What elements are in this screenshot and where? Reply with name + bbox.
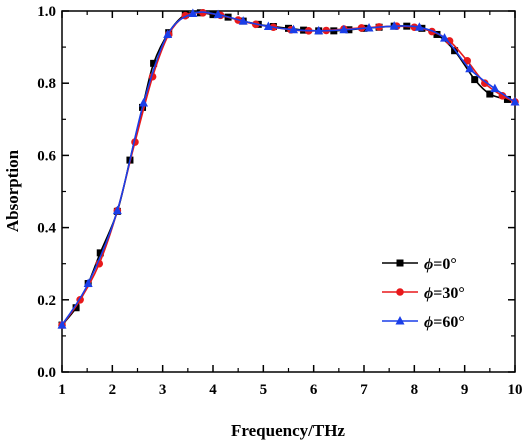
data-point <box>440 33 450 42</box>
x-tick-label: 4 <box>209 382 217 398</box>
legend: ϕ=0°ϕ=30°ϕ=60° <box>382 256 465 331</box>
data-point <box>83 278 93 288</box>
legend-marker <box>396 259 404 267</box>
legend-symbol: ϕ <box>424 256 433 273</box>
data-point <box>139 98 149 107</box>
legend-item: ϕ=60° <box>382 314 465 331</box>
axes-layer: 1 2 3 4 5 6 7 8 9 10 0.0 0.2 0.4 0.6 0.8 1.0 <box>37 4 522 398</box>
x-tick-label: 8 <box>411 382 419 398</box>
data-point <box>188 8 198 18</box>
data-point <box>213 9 223 19</box>
data-point <box>465 63 475 73</box>
y-tick-label: 0.4 <box>37 221 56 237</box>
legend-marker <box>395 316 405 325</box>
legend-symbol: ϕ <box>424 285 433 302</box>
legend-label: ϕ=60° <box>424 314 465 331</box>
legend-symbol: ϕ <box>424 314 433 331</box>
legend-marker <box>396 288 404 296</box>
series-layer <box>57 8 520 329</box>
data-point <box>163 29 173 38</box>
x-tick-label: 7 <box>360 382 368 398</box>
data-point <box>150 59 158 67</box>
series-line <box>61 11 516 326</box>
series-line <box>61 11 516 326</box>
y-tick-label: 1.0 <box>37 4 56 20</box>
x-tick-label: 10 <box>508 382 523 398</box>
data-point <box>314 25 324 35</box>
data-point <box>490 83 500 93</box>
data-point <box>238 16 248 25</box>
data-point <box>57 320 67 329</box>
legend-item: ϕ=30° <box>382 285 465 302</box>
y-tick-label: 0.8 <box>37 76 56 92</box>
x-tick-label: 5 <box>260 382 268 398</box>
data-point <box>481 79 489 87</box>
legend-value: =60° <box>433 314 465 331</box>
x-axis-title: Frequency/THz <box>231 421 345 440</box>
x-tick-label: 3 <box>159 382 167 398</box>
legend-value: =30° <box>433 285 465 302</box>
data-point <box>414 22 424 31</box>
data-point <box>498 92 507 100</box>
x-tick-label: 1 <box>58 382 66 398</box>
data-point <box>339 24 349 34</box>
y-tick-label: 0.2 <box>37 293 56 309</box>
data-point <box>112 205 122 215</box>
data-point <box>364 22 374 32</box>
data-point <box>289 24 299 34</box>
x-tick-label: 9 <box>461 382 469 398</box>
legend-value: =0° <box>433 256 457 273</box>
data-point <box>96 249 104 257</box>
legend-item: ϕ=0° <box>382 256 457 273</box>
series-0 <box>58 9 511 329</box>
y-tick-label: 0.0 <box>37 365 56 381</box>
legend-label: ϕ=0° <box>424 256 457 273</box>
y-axis-title: Absorption <box>3 149 22 232</box>
x-tick-label: 6 <box>310 382 318 398</box>
data-point <box>471 76 479 84</box>
data-point <box>486 90 494 98</box>
legend-label: ϕ=30° <box>424 285 465 302</box>
data-point <box>389 21 399 30</box>
x-tick-label: 2 <box>109 382 117 398</box>
data-point <box>263 21 273 31</box>
series-2 <box>57 8 520 329</box>
y-tick-label: 0.6 <box>37 148 56 164</box>
data-point <box>72 304 80 312</box>
data-point <box>510 96 520 106</box>
